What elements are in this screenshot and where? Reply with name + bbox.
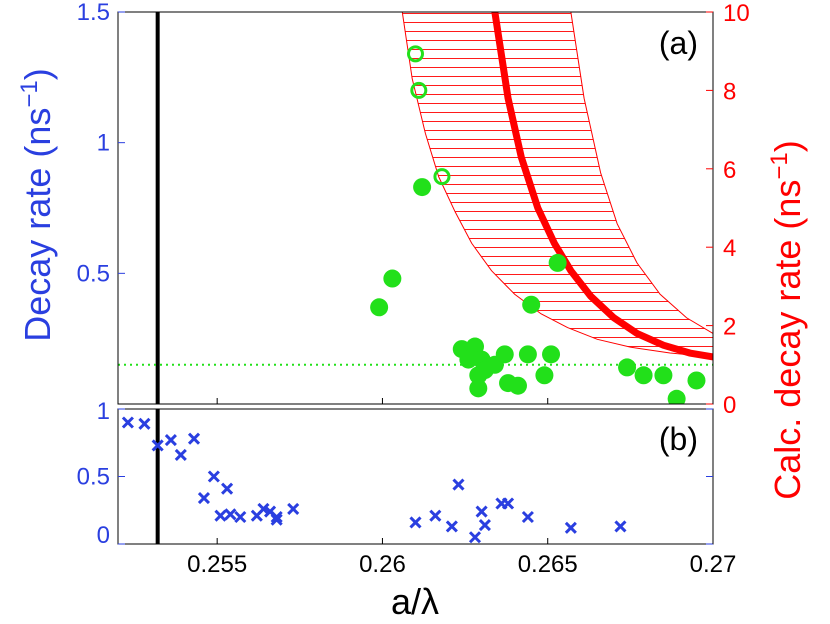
point-filled [413,178,432,197]
a-left-ticks: 0.5 1 1.5 [77,0,125,287]
left-tick-label: 1 [97,130,110,157]
point-filled [518,345,537,364]
b-y-ticks: 00.51 [77,398,713,549]
right-tick-label: 6 [723,157,736,184]
x-tick-label: 0.27 [690,551,737,578]
x-marker [151,439,164,452]
x-marker [221,482,234,495]
x-marker [478,519,491,532]
point-filled [654,366,673,385]
y-axis-label-right: Calc. decay rate (ns−1) [766,140,809,500]
b-x-ticks: 0.255 0.26 0.265 0.27 [187,398,736,578]
panel-b: 00.51 0.255 0.26 0.265 0.27 (b) a/λ [77,398,736,622]
panel-b-label: (b) [659,421,698,457]
x-marker [452,478,465,491]
x-marker [138,417,151,430]
x-marker [197,492,211,505]
right-tick-label: 2 [723,314,736,341]
x-marker [224,508,237,521]
point-open [407,45,424,63]
x-marker [468,531,482,544]
panel-a-frame [117,11,714,405]
x-marker [164,433,177,447]
point-filled [535,366,554,385]
x-marker [207,470,220,483]
b-y-tick-label: 0.5 [77,464,110,491]
point-filled [469,379,488,398]
point-filled [618,358,637,377]
point-filled [383,269,402,288]
x-marker [257,502,270,515]
point-filled [548,253,567,272]
x-marker [270,510,283,524]
a-lines-group [118,12,713,404]
x-tick-label: 0.26 [359,551,406,578]
x-marker [187,432,201,445]
b-y-tick-label: 0 [97,522,110,549]
point-filled [687,371,706,390]
x-axis-label: a/λ [391,581,439,622]
x-tick-label: 0.265 [518,551,578,578]
right-tick-label: 4 [723,235,736,262]
calc-band-group [401,12,713,358]
x-marker [287,502,300,515]
a-right-ticks: 0 2 4 6 8 10 [706,0,750,419]
right-tick-label: 0 [723,392,736,419]
x-tick-label: 0.255 [187,551,247,578]
point-filled [634,366,653,385]
y-axis-label-left: Decay rate (ns−1) [16,68,59,341]
calc-band-upper-edge [570,12,713,334]
left-tick-label: 0.5 [77,260,110,287]
calc-band-lower-edge [401,12,713,358]
point-filled [495,345,514,364]
x-marker [521,510,534,524]
right-tick-label: 10 [723,0,750,27]
b-points-group [121,416,627,544]
x-marker [234,510,247,524]
calc-band-hatch [402,12,713,357]
point-filled [522,295,541,314]
b-y-tick-label: 1 [97,398,110,425]
x-marker [501,497,515,510]
point-filled [508,376,527,395]
point-filled [667,389,686,404]
left-tick-label: 1.5 [77,0,110,26]
x-marker [174,448,187,461]
a-points-group [370,45,706,404]
x-marker [614,520,627,533]
x-marker [121,416,134,429]
point-open [433,168,451,186]
x-marker [214,509,227,522]
x-marker [564,521,577,534]
x-marker [475,505,488,518]
panel-a: 0.5 1 1.5 0 2 4 6 8 10 (a) Decay rate (ns−1) Ca… [16,0,809,500]
x-marker [429,509,442,522]
x-marker [409,516,422,529]
x-marker [445,520,458,533]
panel-a-label: (a) [659,25,698,61]
point-open [410,81,428,99]
point-filled [370,298,389,317]
calc-decay-line [491,12,713,361]
point-filled [542,345,561,364]
x-marker [270,513,283,526]
right-tick-label: 8 [723,78,736,105]
